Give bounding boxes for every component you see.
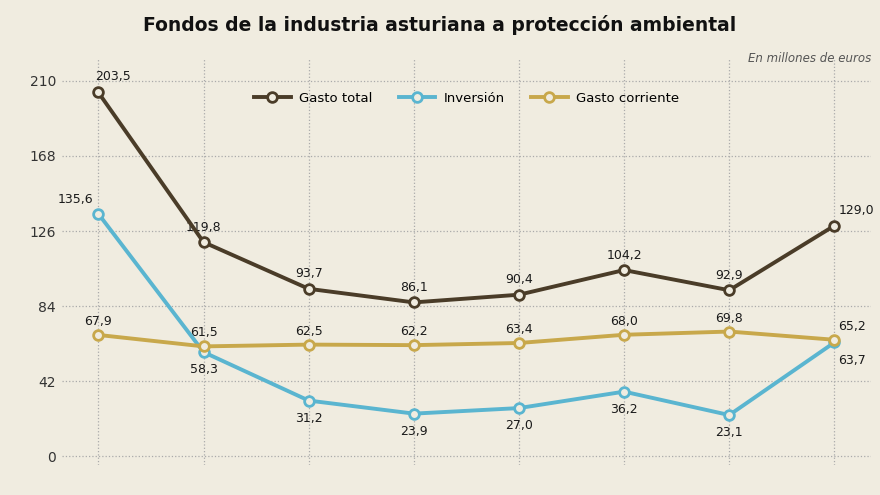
- Text: 23,9: 23,9: [400, 425, 428, 438]
- Text: 65,2: 65,2: [839, 320, 866, 333]
- Text: 31,2: 31,2: [295, 412, 322, 425]
- Text: 92,9: 92,9: [715, 269, 743, 282]
- Text: 63,4: 63,4: [505, 323, 532, 336]
- Text: En millones de euros: En millones de euros: [748, 52, 871, 65]
- Text: 58,3: 58,3: [189, 363, 217, 376]
- Text: 69,8: 69,8: [715, 312, 743, 325]
- Text: 62,2: 62,2: [400, 325, 428, 338]
- Text: 104,2: 104,2: [606, 248, 642, 262]
- Text: 62,5: 62,5: [295, 325, 323, 338]
- Text: 61,5: 61,5: [190, 326, 217, 340]
- Text: 129,0: 129,0: [839, 204, 874, 217]
- Text: 86,1: 86,1: [400, 281, 428, 294]
- Text: Fondos de la industria asturiana a protección ambiental: Fondos de la industria asturiana a prote…: [143, 15, 737, 35]
- Text: 135,6: 135,6: [57, 193, 93, 205]
- Text: 63,7: 63,7: [839, 353, 866, 367]
- Text: 93,7: 93,7: [295, 267, 323, 281]
- Text: 90,4: 90,4: [505, 273, 533, 287]
- Text: 23,1: 23,1: [715, 426, 743, 439]
- Text: 203,5: 203,5: [96, 70, 131, 83]
- Legend: Gasto total, Inversión, Gasto corriente: Gasto total, Inversión, Gasto corriente: [249, 86, 684, 110]
- Text: 36,2: 36,2: [611, 403, 638, 416]
- Text: 119,8: 119,8: [186, 221, 222, 234]
- Text: 68,0: 68,0: [610, 315, 638, 328]
- Text: 27,0: 27,0: [505, 419, 533, 432]
- Text: 67,9: 67,9: [84, 315, 113, 328]
